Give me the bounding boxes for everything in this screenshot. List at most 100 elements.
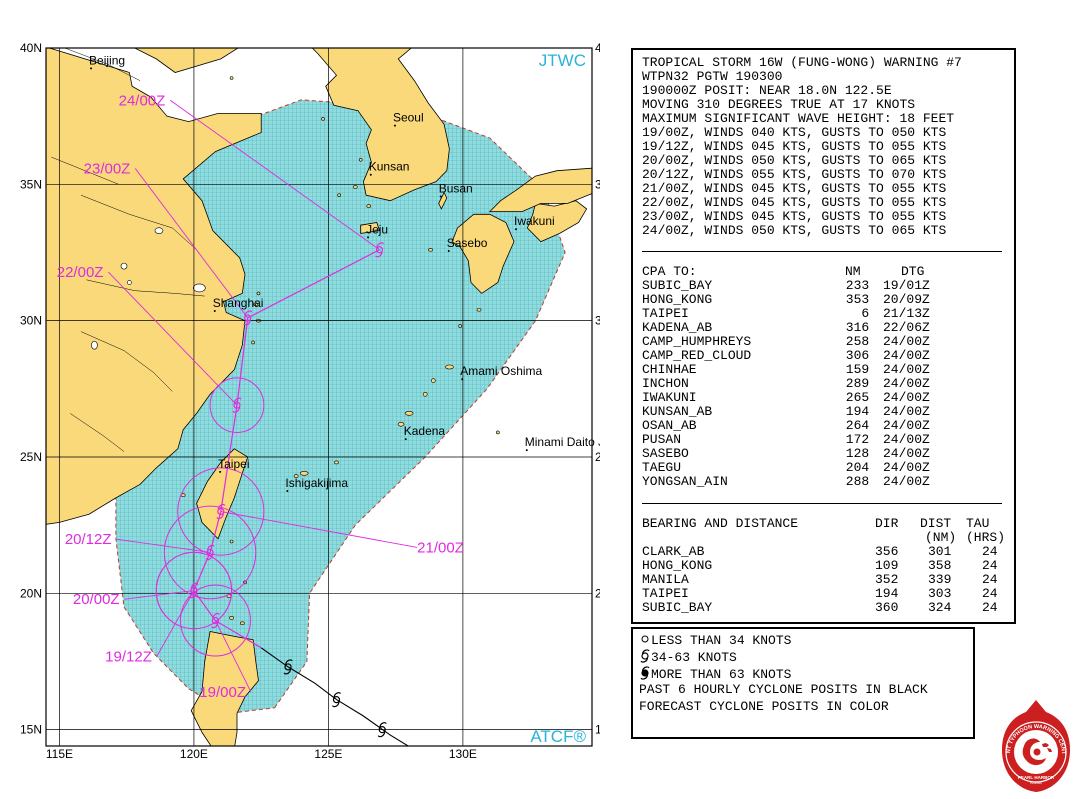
- legend-text: LESS THAN 34 KNOTS: [651, 633, 792, 648]
- island-landmass: [431, 378, 436, 383]
- legend-text: MORE THAN 63 KNOTS: [651, 667, 792, 682]
- cpa-nm: 289: [838, 376, 870, 391]
- cpa-nm: 6: [838, 306, 870, 321]
- cpa-site: IWAKUNI: [642, 390, 697, 405]
- logo-eye: [1033, 748, 1041, 756]
- place-label: Kadena: [404, 424, 446, 438]
- cpa-site: CAMP_RED_CLOUD: [642, 348, 752, 363]
- legend-row: 34-63 KNOTS: [639, 649, 737, 665]
- place-label-layer: Beijing Seoul Kunsan Busan Iwakuni Jeju Sasebo…: [89, 53, 600, 492]
- cpa-nm: 264: [838, 418, 870, 433]
- bearing-header-dir: DIR: [875, 516, 899, 531]
- atcf-brand-label: ATCF®: [530, 727, 586, 746]
- best-track-cyclone-icon: [432, 755, 440, 760]
- map-canvas: 19/00Z 19/12Z 20/00Z 20/12Z 21/00Z 22/00Z 23/0…: [20, 41, 600, 760]
- cpa-dtg: 21/13Z: [883, 306, 930, 321]
- cpa-site: SUBIC_BAY: [642, 278, 713, 293]
- longitude-tick-label: 120E: [180, 747, 208, 760]
- legend-row: PAST 6 HOURLY CYCLONE POSITS IN BLACK: [639, 683, 928, 697]
- cpa-row: SASEBO 128 24/00Z: [642, 447, 1012, 461]
- place-label: Seoul: [393, 111, 424, 125]
- legend-row: FORECAST CYCLONE POSITS IN COLOR: [639, 700, 889, 714]
- cpa-nm: 306: [838, 348, 870, 363]
- place-dot: [369, 173, 372, 176]
- island-landmass: [256, 291, 261, 296]
- bearing-dist: 303: [928, 586, 952, 601]
- cpa-dtg: 24/00Z: [883, 474, 930, 489]
- cpa-header: CPA TO:: [642, 264, 697, 279]
- cpa-dtg: 20/09Z: [883, 292, 930, 307]
- island-landmass: [293, 474, 299, 478]
- bearing-site: SUBIC_BAY: [642, 600, 713, 615]
- cpa-site: YONGSAN_AIN: [642, 474, 728, 489]
- longitude-tick-label: 125E: [314, 747, 342, 760]
- latitude-tick-label-left: 40N: [20, 41, 42, 55]
- place-dot: [439, 195, 442, 198]
- cpa-dtg: 24/00Z: [883, 418, 930, 433]
- island-landmass: [358, 157, 363, 162]
- longitude-tick-label: 115E: [46, 747, 73, 760]
- forecast-time-label: 22/00Z: [57, 264, 104, 281]
- place-dot: [219, 470, 222, 473]
- cpa-row: TAIPEI 6 21/13Z: [642, 307, 1012, 321]
- cpa-dtg: 22/06Z: [883, 320, 930, 335]
- bearing-site: HONG_KONG: [642, 558, 713, 573]
- bearing-dist: 358: [928, 558, 952, 573]
- label-leader-line: [215, 620, 252, 693]
- legend-text: 34-63 KNOTS: [651, 650, 737, 665]
- place-label: Busan: [439, 182, 473, 196]
- china-coast-landmass: [46, 48, 262, 525]
- warning-line: 20/12Z, WINDS 055 KTS, GUSTS TO 070 KTS: [642, 167, 947, 182]
- province-border: [51, 156, 119, 185]
- bearing-dist: 324: [928, 600, 952, 615]
- place-label: Amami Oshima: [460, 364, 542, 378]
- warning-line: MAXIMUM SIGNIFICANT WAVE HEIGHT: 18 FEET: [642, 111, 955, 126]
- latitude-tick-label-right: 15N: [595, 723, 600, 737]
- forecast-time-label: 20/00Z: [73, 591, 120, 608]
- legend-panel: LESS THAN 34 KNOTS 34-63 KNOTS MORE THAN 6…: [631, 627, 975, 739]
- latitude-tick-label-left: 25N: [20, 450, 42, 464]
- cpa-site: KADENA_AB: [642, 320, 713, 335]
- cpa-nm: 159: [838, 362, 870, 377]
- cpa-row: INCHON 289 24/00Z: [642, 377, 1012, 391]
- cpa-nm: 316: [838, 320, 870, 335]
- cpa-nm: 258: [838, 334, 870, 349]
- cpa-site: CAMP_HUMPHREYS: [642, 334, 752, 349]
- legend-row: MORE THAN 63 KNOTS: [639, 666, 791, 682]
- island-landmass: [337, 193, 341, 198]
- best-track-cyclone-icon: [331, 692, 342, 708]
- island-landmass: [422, 391, 428, 397]
- cpa-dtg: 24/00Z: [883, 390, 930, 405]
- cpa-dtg: 24/00Z: [883, 460, 930, 475]
- cpa-row: SUBIC_BAY 233 19/01Z: [642, 279, 1012, 293]
- place-dot: [515, 228, 517, 231]
- forecast-cyclone-icon: [232, 397, 242, 413]
- bearing-row: HONG_KONG 109 358 24: [642, 559, 1012, 573]
- bearing-site: TAIPEI: [642, 586, 689, 601]
- cpa-dtg: 24/00Z: [883, 446, 930, 461]
- latitude-tick-label-left: 30N: [20, 314, 42, 328]
- bearing-dist: 339: [928, 572, 952, 587]
- cpa-nm: 288: [838, 474, 870, 489]
- forecast-time-label: 19/12Z: [105, 648, 152, 665]
- separator: [642, 503, 1002, 504]
- province-border: [70, 413, 125, 452]
- cpa-dtg: 24/00Z: [883, 404, 930, 419]
- warning-panel: TROPICAL STORM 16W (FUNG-WONG) WARNING #…: [631, 48, 1016, 624]
- label-leader-line: [124, 590, 194, 600]
- cpa-nm: 128: [838, 446, 870, 461]
- bearing-header-tau: TAU: [966, 516, 990, 531]
- bearing-header-dist: DIST: [920, 516, 952, 531]
- bearing-row: SUBIC_BAY 360 324 24: [642, 601, 1012, 615]
- jtwc-logo: JOINT TYPHOON WARNING CENTERPEARL HARBOR…: [1000, 698, 1070, 792]
- latitude-tick-label-left: 35N: [20, 177, 42, 191]
- cpa-nm: 204: [838, 460, 870, 475]
- forecast-time-label: 19/00Z: [199, 684, 246, 701]
- best-track-cyclone-icon: [283, 659, 293, 675]
- forecast-track-line: [193, 249, 380, 649]
- label-leader-line: [220, 511, 418, 548]
- island-landmass: [458, 324, 463, 328]
- bearing-subheader-row: (NM) (HRS): [642, 531, 1012, 545]
- cpa-row: CAMP_RED_CLOUD 306 24/00Z: [642, 349, 1012, 363]
- circle-small-icon: [641, 635, 649, 643]
